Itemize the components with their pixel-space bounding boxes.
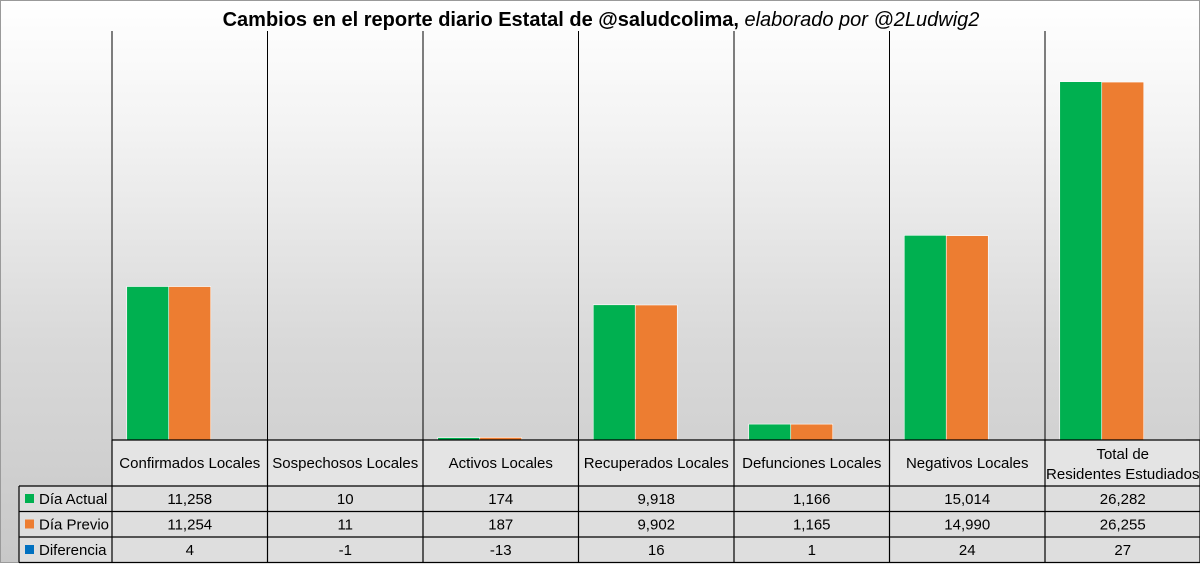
data-label-diferencia-confirmados-locales: 4: [186, 542, 194, 559]
bar-dia-previo-negativos-locales: [945, 235, 989, 441]
data-label-dia-previo-sospechosos-locales: 11: [337, 517, 353, 534]
legend-key-diferencia: [25, 545, 34, 554]
x-tick-label-activos-locales: Activos Locales: [449, 455, 553, 472]
legend-label-dia-actual: Día Actual: [39, 491, 107, 508]
bar-dia-actual-confirmados-locales: [126, 286, 170, 441]
x-tick-label-sospechosos-locales: Sospechosos Locales: [272, 455, 418, 472]
bar-dia-actual-negativos-locales: [903, 235, 947, 441]
data-label-dia-previo-recuperados-locales: 9,902: [637, 517, 675, 534]
x-tick-label-total-de-residentes-estudiados: Total de Residentes Estudiados: [1046, 446, 1199, 483]
data-label-dia-actual-confirmados-locales: 11,258: [167, 491, 212, 508]
chart-title-main: Cambios en el reporte diario Estatal de …: [222, 9, 739, 31]
data-label-diferencia-recuperados-locales: 16: [648, 542, 665, 559]
chart-title: Cambios en el reporte diario Estatal de …: [1, 9, 1200, 32]
data-label-dia-previo-negativos-locales: 14,990: [944, 517, 990, 534]
data-label-dia-actual-sospechosos-locales: 10: [337, 491, 354, 508]
chart-title-sub: elaborado por @2Ludwig2: [744, 9, 980, 31]
x-tick-label-defunciones-locales: Defunciones Locales: [742, 455, 881, 472]
data-label-dia-actual-total-de-residentes-estudiados: 26,282: [1100, 491, 1146, 508]
legend-key-dia-previo: [25, 519, 34, 529]
data-label-diferencia-defunciones-locales: 1: [808, 542, 816, 559]
data-label-dia-actual-negativos-locales: 15,014: [944, 491, 990, 508]
bar-dia-actual-total-de-residentes-estudiados: [1059, 81, 1103, 441]
data-label-dia-actual-defunciones-locales: 1,166: [793, 491, 831, 508]
bar-dia-previo-defunciones-locales: [790, 423, 834, 441]
data-label-diferencia-activos-locales: -13: [490, 542, 512, 559]
bar-dia-actual-defunciones-locales: [748, 423, 792, 441]
bar-dia-previo-confirmados-locales: [168, 286, 212, 441]
table-header-bg: [112, 440, 1200, 486]
data-label-diferencia-total-de-residentes-estudiados: 27: [1114, 542, 1131, 559]
x-tick-label-confirmados-locales: Confirmados Locales: [119, 455, 260, 472]
data-label-dia-actual-activos-locales: 174: [488, 491, 513, 508]
data-label-dia-previo-confirmados-locales: 11,254: [167, 517, 212, 534]
data-label-diferencia-negativos-locales: 24: [959, 542, 976, 559]
legend-key-dia-actual: [25, 494, 34, 503]
legend-label-dia-previo: Día Previo: [39, 517, 109, 534]
x-tick-label-negativos-locales: Negativos Locales: [906, 455, 1029, 472]
bar-dia-previo-recuperados-locales: [634, 304, 678, 441]
data-label-dia-previo-defunciones-locales: 1,165: [793, 517, 831, 534]
x-tick-label-recuperados-locales: Recuperados Locales: [584, 455, 729, 472]
data-label-dia-previo-activos-locales: 187: [488, 517, 513, 534]
bar-dia-actual-recuperados-locales: [592, 304, 636, 441]
table-body-bg: [19, 486, 1200, 563]
data-label-dia-previo-total-de-residentes-estudiados: 26,255: [1100, 517, 1146, 534]
data-label-diferencia-sospechosos-locales: -1: [339, 542, 352, 559]
legend-label-diferencia: Diferencia: [39, 542, 107, 559]
data-label-dia-actual-recuperados-locales: 9,918: [637, 491, 675, 508]
bar-dia-previo-total-de-residentes-estudiados: [1101, 81, 1145, 441]
